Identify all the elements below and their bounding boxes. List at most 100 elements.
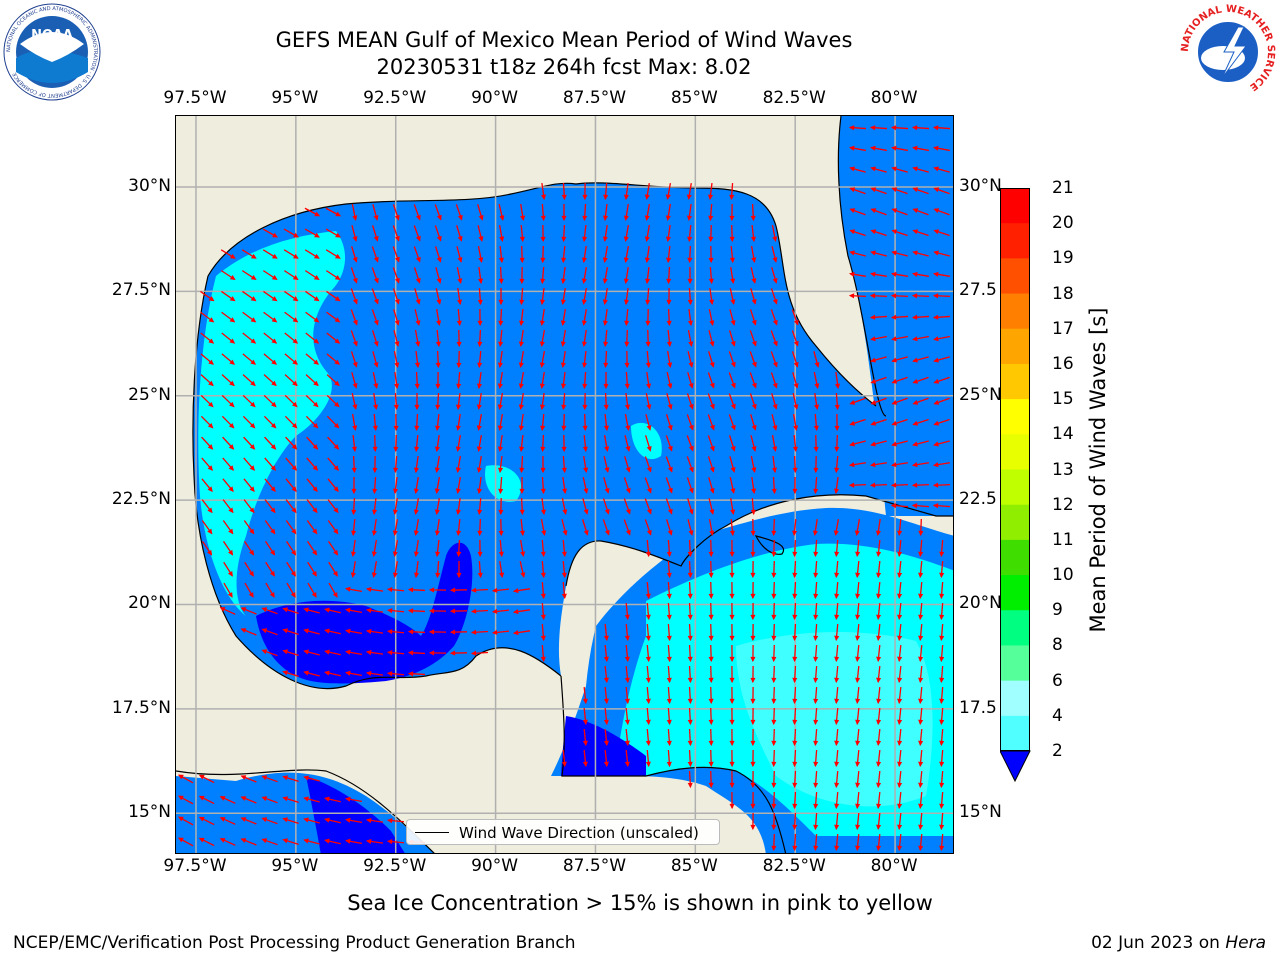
wave-direction-arrowhead xyxy=(582,362,588,369)
wave-direction-arrowhead xyxy=(540,614,546,621)
wave-direction-arrowhead xyxy=(240,607,247,612)
wave-direction-arrowhead xyxy=(177,795,184,801)
wave-direction-arrowhead xyxy=(313,380,319,387)
wave-direction-arrowhead xyxy=(729,677,735,684)
wave-direction-arrowhead xyxy=(834,467,840,474)
wave-direction-arrowhead xyxy=(932,271,939,277)
wave-direction-arrowhead xyxy=(939,551,945,558)
wave-direction-arrowhead xyxy=(644,236,650,243)
map-panel xyxy=(175,115,954,854)
wave-direction-arrowhead xyxy=(250,296,257,302)
wave-direction-arrowhead xyxy=(891,399,898,405)
wave-direction-arrowhead xyxy=(876,551,882,558)
wave-direction-arrowhead xyxy=(498,509,504,516)
wave-direction-arrowhead xyxy=(393,404,399,411)
wave-direction-arrowhead xyxy=(750,215,756,222)
wave-direction-arrowhead xyxy=(666,299,672,306)
wave-direction-arrowhead xyxy=(312,444,319,450)
wave-direction-arrowhead xyxy=(869,293,876,299)
wave-direction-arrowhead xyxy=(666,341,672,348)
wave-direction-arrowhead xyxy=(939,572,945,579)
wave-direction-arrowhead xyxy=(208,401,214,408)
wave-direction-arrowhead xyxy=(519,320,525,327)
wave-direction-arrowhead xyxy=(457,214,463,221)
wave-direction-arrowhead xyxy=(434,488,440,495)
wave-direction-arrowhead xyxy=(497,404,503,411)
y-tick-label-left: 17.5°N xyxy=(111,697,171,718)
wave-direction-arrowhead xyxy=(249,465,256,471)
wave-direction-arrowhead xyxy=(771,824,777,831)
wave-direction-arrowhead xyxy=(751,424,757,431)
wave-direction-arrowhead xyxy=(602,320,608,327)
wave-direction-arrowhead xyxy=(897,635,903,642)
wave-direction-arrowhead xyxy=(771,656,777,663)
wave-direction-arrowhead xyxy=(291,528,297,535)
wave-direction-arrowhead xyxy=(324,796,330,802)
wave-direction-arrowhead xyxy=(666,320,672,327)
wave-direction-arrowhead xyxy=(372,467,378,474)
wave-direction-arrowhead xyxy=(270,549,276,556)
wave-direction-arrowhead xyxy=(407,587,414,593)
wave-direction-arrowhead xyxy=(228,528,234,535)
wave-direction-arrowhead xyxy=(604,508,610,515)
wave-direction-arrowhead xyxy=(476,488,483,495)
y-tick-label-right: 15°N xyxy=(959,802,1002,823)
wave-direction-arrowhead xyxy=(581,257,587,264)
wave-direction-arrowhead xyxy=(334,380,340,387)
wave-direction-arrowhead xyxy=(352,277,358,284)
wave-direction-arrowhead xyxy=(624,635,630,642)
wave-direction-arrowhead xyxy=(291,486,297,493)
wave-direction-arrowhead xyxy=(730,509,736,516)
footer-date: 02 Jun 2023 on Hera xyxy=(1091,933,1266,953)
wave-direction-arrowhead xyxy=(849,187,856,193)
wave-direction-arrowhead xyxy=(708,572,714,579)
wave-direction-arrowhead xyxy=(560,278,566,285)
wave-direction-arrowhead xyxy=(666,719,672,726)
wave-direction-arrowhead xyxy=(849,145,855,151)
wave-direction-arrowhead xyxy=(332,570,338,577)
wave-direction-arrowhead xyxy=(351,509,357,516)
wave-direction-arrowhead xyxy=(371,551,377,558)
wave-direction-arrowhead xyxy=(498,467,504,474)
colorbar-label: Mean Period of Wind Waves [s] xyxy=(1086,307,1110,633)
wave-direction-arrowhead xyxy=(313,359,319,365)
wave-direction-arrowhead xyxy=(813,635,819,642)
wave-direction-arrowhead xyxy=(290,592,296,598)
wave-direction-arrowhead xyxy=(560,383,567,390)
wave-direction-arrowhead xyxy=(750,656,756,663)
wave-direction-arrowhead xyxy=(849,229,856,235)
wave-direction-arrowhead xyxy=(771,719,777,726)
wave-direction-arrowhead xyxy=(834,740,840,747)
wave-direction-arrowhead xyxy=(282,649,289,655)
wave-direction-arrowhead xyxy=(876,719,882,726)
wave-direction-arrowhead xyxy=(540,215,546,222)
wave-direction-arrowhead xyxy=(250,317,257,323)
wave-direction-arrowhead xyxy=(849,166,855,172)
wave-direction-arrowhead xyxy=(708,635,714,642)
wave-direction-arrowhead xyxy=(645,278,651,285)
wave-direction-arrowhead xyxy=(834,404,840,411)
wave-direction-arrowhead xyxy=(414,425,420,432)
wave-direction-arrowhead xyxy=(933,420,940,426)
wave-direction-arrowhead xyxy=(561,467,567,474)
wave-direction-arrowhead xyxy=(855,551,861,558)
wave-direction-arrowhead xyxy=(707,194,714,201)
wave-direction-arrowhead xyxy=(645,593,651,600)
wave-direction-arrowhead xyxy=(813,614,819,621)
wave-direction-arrowhead xyxy=(457,235,463,242)
wave-direction-arrowhead xyxy=(540,635,546,642)
sea-ice-note: Sea Ice Concentration > 15% is shown in … xyxy=(347,891,933,915)
wave-direction-arrowhead xyxy=(666,593,672,600)
wave-direction-arrowhead xyxy=(792,572,798,579)
wave-direction-arrowhead xyxy=(918,698,924,705)
wave-direction-arrowhead xyxy=(891,208,898,214)
wave-direction-arrowhead xyxy=(939,614,945,621)
wave-direction-arrowhead xyxy=(645,299,651,306)
wave-direction-arrowhead xyxy=(833,530,839,537)
wave-direction-arrowhead xyxy=(687,320,694,327)
wave-direction-arrowhead xyxy=(271,317,278,323)
colorbar-tick-label: 21 xyxy=(1052,178,1074,198)
wave-direction-arrowhead xyxy=(688,362,694,368)
wave-direction-arrowhead xyxy=(415,214,421,221)
wave-direction-arrowhead xyxy=(581,278,587,285)
